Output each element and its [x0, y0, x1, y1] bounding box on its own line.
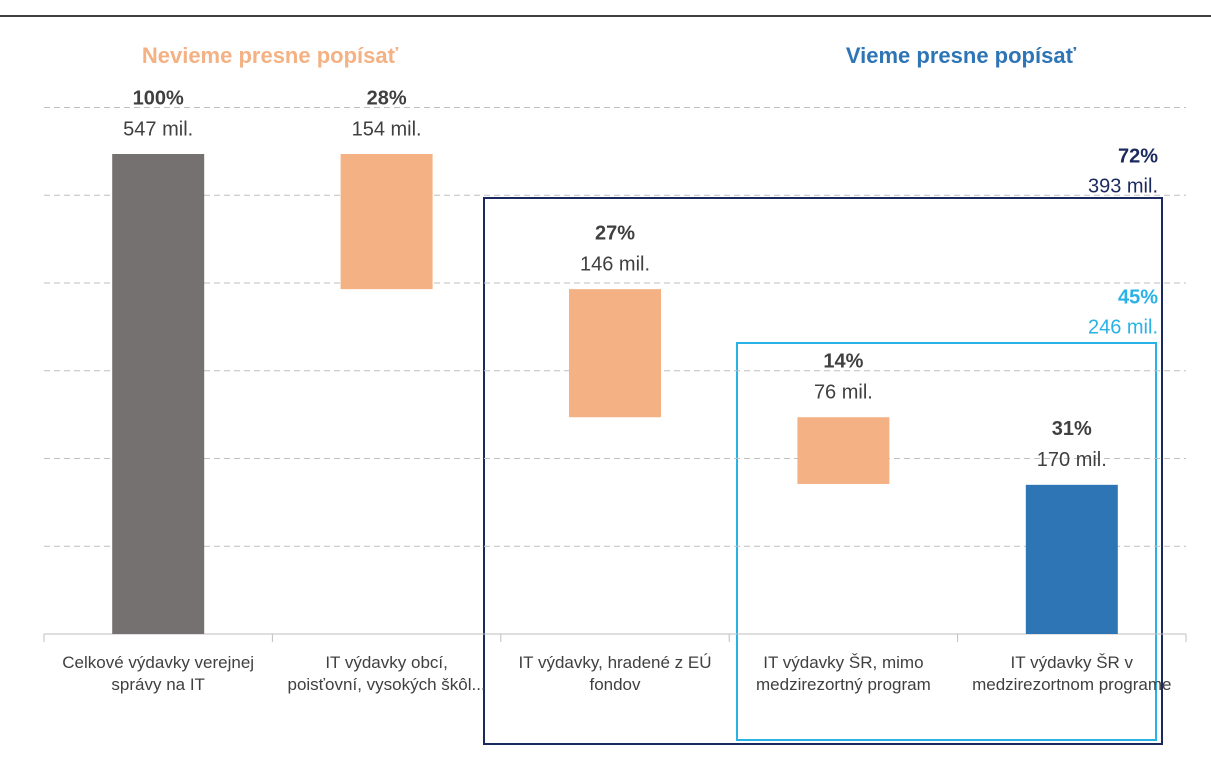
- bar: [340, 154, 433, 290]
- bar: [112, 154, 205, 634]
- annotation-value: 246 mil.: [1088, 316, 1158, 338]
- value-label: 154 mil.: [352, 118, 422, 140]
- group-box-outer: [483, 197, 1163, 745]
- percent-label: 27%: [595, 222, 635, 244]
- x-tick-label: IT výdavky ŠR, mimo medzirezortný progra…: [756, 653, 931, 694]
- annotation-percent: 45%: [1118, 286, 1158, 308]
- value-label: 76 mil.: [814, 382, 873, 404]
- bar: [569, 289, 661, 418]
- annotation-value: 393 mil.: [1088, 175, 1158, 197]
- value-label: 547 mil.: [123, 118, 193, 140]
- group-box-inner: [736, 342, 1157, 741]
- group-title: Vieme presne popísať: [846, 43, 1077, 68]
- x-tick-label: IT výdavky ŠR v medzirezortnom programe: [972, 653, 1172, 694]
- bar: [797, 417, 890, 484]
- percent-label: 28%: [367, 87, 407, 109]
- percent-label: 31%: [1052, 418, 1092, 440]
- bar: [1025, 484, 1118, 634]
- x-tick-label: IT výdavky, hradené z EÚ fondov: [518, 653, 712, 694]
- percent-label: 100%: [133, 87, 184, 109]
- value-label: 146 mil.: [580, 253, 650, 275]
- percent-label: 14%: [823, 351, 863, 373]
- annotation-percent: 72%: [1118, 145, 1158, 167]
- x-tick-label: Celkové výdavky verejnej správy na IT: [62, 653, 255, 694]
- group-title: Nevieme presne popísať: [142, 43, 399, 68]
- value-label: 170 mil.: [1037, 449, 1107, 471]
- x-tick-label: IT výdavky obcí, poisťovní, vysokých škô…: [287, 653, 486, 694]
